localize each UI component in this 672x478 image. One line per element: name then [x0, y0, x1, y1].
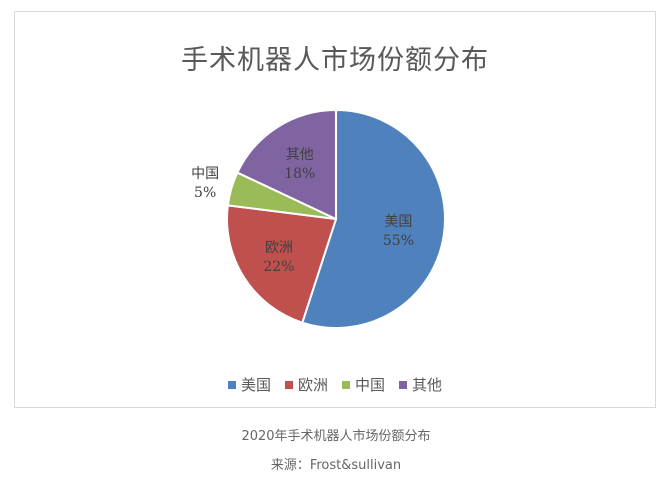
legend-label: 中国 [355, 376, 386, 394]
legend-label: 美国 [240, 376, 271, 394]
legend-swatch [284, 380, 293, 389]
legend-swatch [399, 380, 408, 389]
legend-item-3: 其他 [399, 374, 442, 395]
figure-caption: 2020年手术机器人市场份额分布 [241, 429, 431, 444]
slice-label-0: 美国 55% [383, 214, 414, 249]
source-caption: 来源：Frost&sullivan [270, 458, 402, 473]
chart-title: 手术机器人市场份额分布 [181, 45, 489, 76]
legend-item-2: 中国 [342, 374, 385, 395]
legend-swatch [227, 380, 236, 389]
legend-item-0: 美国 [227, 374, 271, 395]
pie-slice-0 [301, 108, 446, 329]
chart-frame: 手术机器人市场份额分布 美国 55% 欧洲 22% 中国 5% 其他 18% 美国 欧洲 中国 其他 [14, 11, 656, 408]
slice-label-3: 其他 18% [284, 147, 315, 182]
legend-label: 欧洲 [297, 376, 328, 394]
slice-label-2: 中国 5% [191, 166, 219, 201]
pie-slice-3 [236, 108, 337, 221]
legend-item-1: 欧洲 [284, 374, 328, 395]
legend-swatch [342, 380, 350, 389]
pie-slice-1 [226, 204, 338, 324]
legend-label: 其他 [412, 376, 443, 394]
pie-chart: 美国 55% 欧洲 22% 中国 5% 其他 18% [191, 108, 446, 329]
chart-legend: 美国 欧洲 中国 其他 [15, 374, 655, 395]
slice-label-1: 欧洲 22% [263, 240, 294, 275]
